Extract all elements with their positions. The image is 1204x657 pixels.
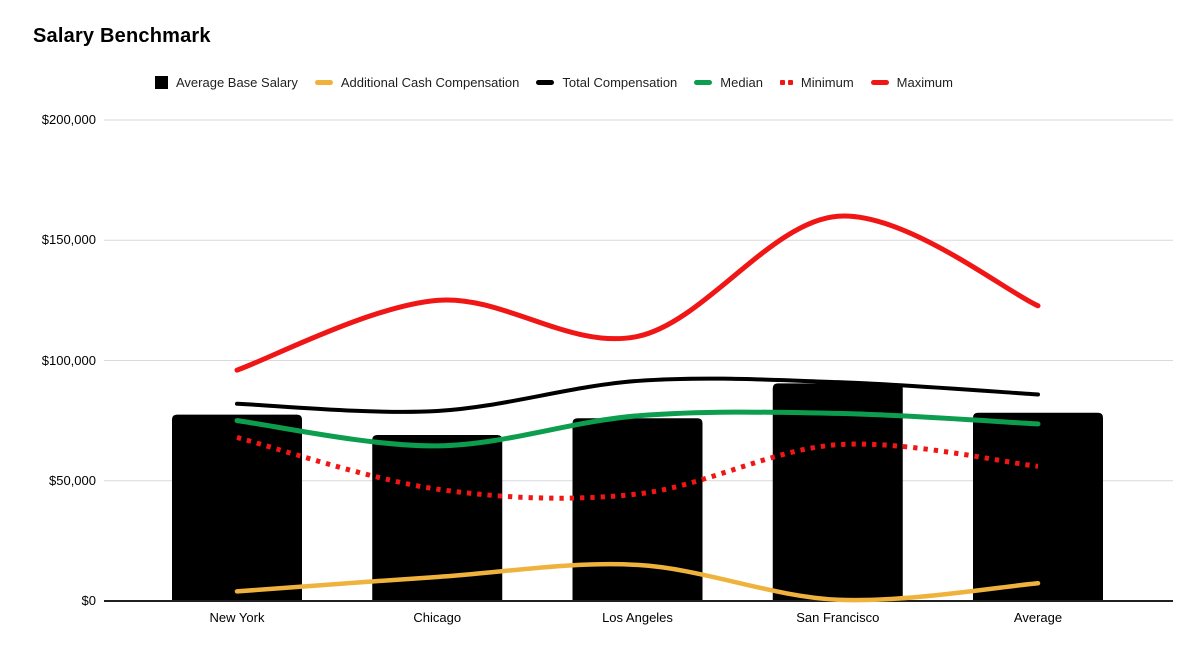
line-marker-icon	[870, 79, 889, 85]
line-minimum[interactable]	[236, 435, 1039, 501]
y-tick-label: $0	[81, 593, 96, 608]
legend-label: Maximum	[896, 74, 953, 90]
chart-legend: Average Base Salary Additional Cash Comp…	[0, 72, 1204, 92]
y-tick-label: $200,000	[41, 112, 96, 127]
legend-item-maximum[interactable]: Maximum	[870, 74, 953, 90]
x-category-label: Average	[1013, 610, 1063, 625]
line-additional-cash-compensation[interactable]	[234, 561, 1041, 603]
y-tick-label: $50,000	[49, 472, 96, 488]
line-marker-icon	[314, 79, 333, 85]
y-tick-label: $150,000	[41, 232, 96, 248]
x-category-label: San Francisco	[796, 610, 880, 625]
bar-new-york[interactable]	[172, 414, 302, 601]
legend-item-average-base-salary[interactable]: Average Base Salary	[154, 74, 298, 90]
line-marker-icon	[694, 79, 713, 85]
x-category-label: New York	[209, 610, 265, 625]
line-maximum[interactable]	[234, 213, 1041, 373]
legend-item-additional-cash-compensation[interactable]: Additional Cash Compensation	[314, 74, 520, 90]
bar-chicago[interactable]	[372, 435, 503, 601]
legend-label: Median	[720, 74, 763, 90]
chart-title: Salary Benchmark	[33, 25, 211, 47]
line-total-compensation[interactable]	[235, 376, 1040, 414]
dotted-line-marker-icon	[779, 79, 793, 85]
legend-item-total-compensation[interactable]: Total Compensation	[536, 75, 677, 90]
legend-label: Additional Cash Compensation	[340, 74, 520, 90]
line-marker-icon	[536, 79, 555, 85]
x-category-label: Los Angeles	[602, 610, 673, 625]
legend-item-median[interactable]: Median	[694, 75, 763, 90]
y-tick-label: $100,000	[41, 352, 96, 368]
x-category-label: Chicago	[413, 610, 462, 625]
legend-label: Average Base Salary	[175, 74, 298, 90]
square-marker-icon	[154, 75, 168, 89]
bar-los-angeles[interactable]	[572, 418, 703, 601]
line-median[interactable]	[234, 409, 1041, 449]
legend-item-minimum[interactable]: Minimum	[779, 74, 854, 90]
legend-label: Total Compensation	[562, 74, 678, 90]
bar-average[interactable]	[973, 412, 1103, 601]
bar-san-francisco[interactable]	[772, 383, 903, 601]
legend-label: Minimum	[800, 74, 854, 90]
